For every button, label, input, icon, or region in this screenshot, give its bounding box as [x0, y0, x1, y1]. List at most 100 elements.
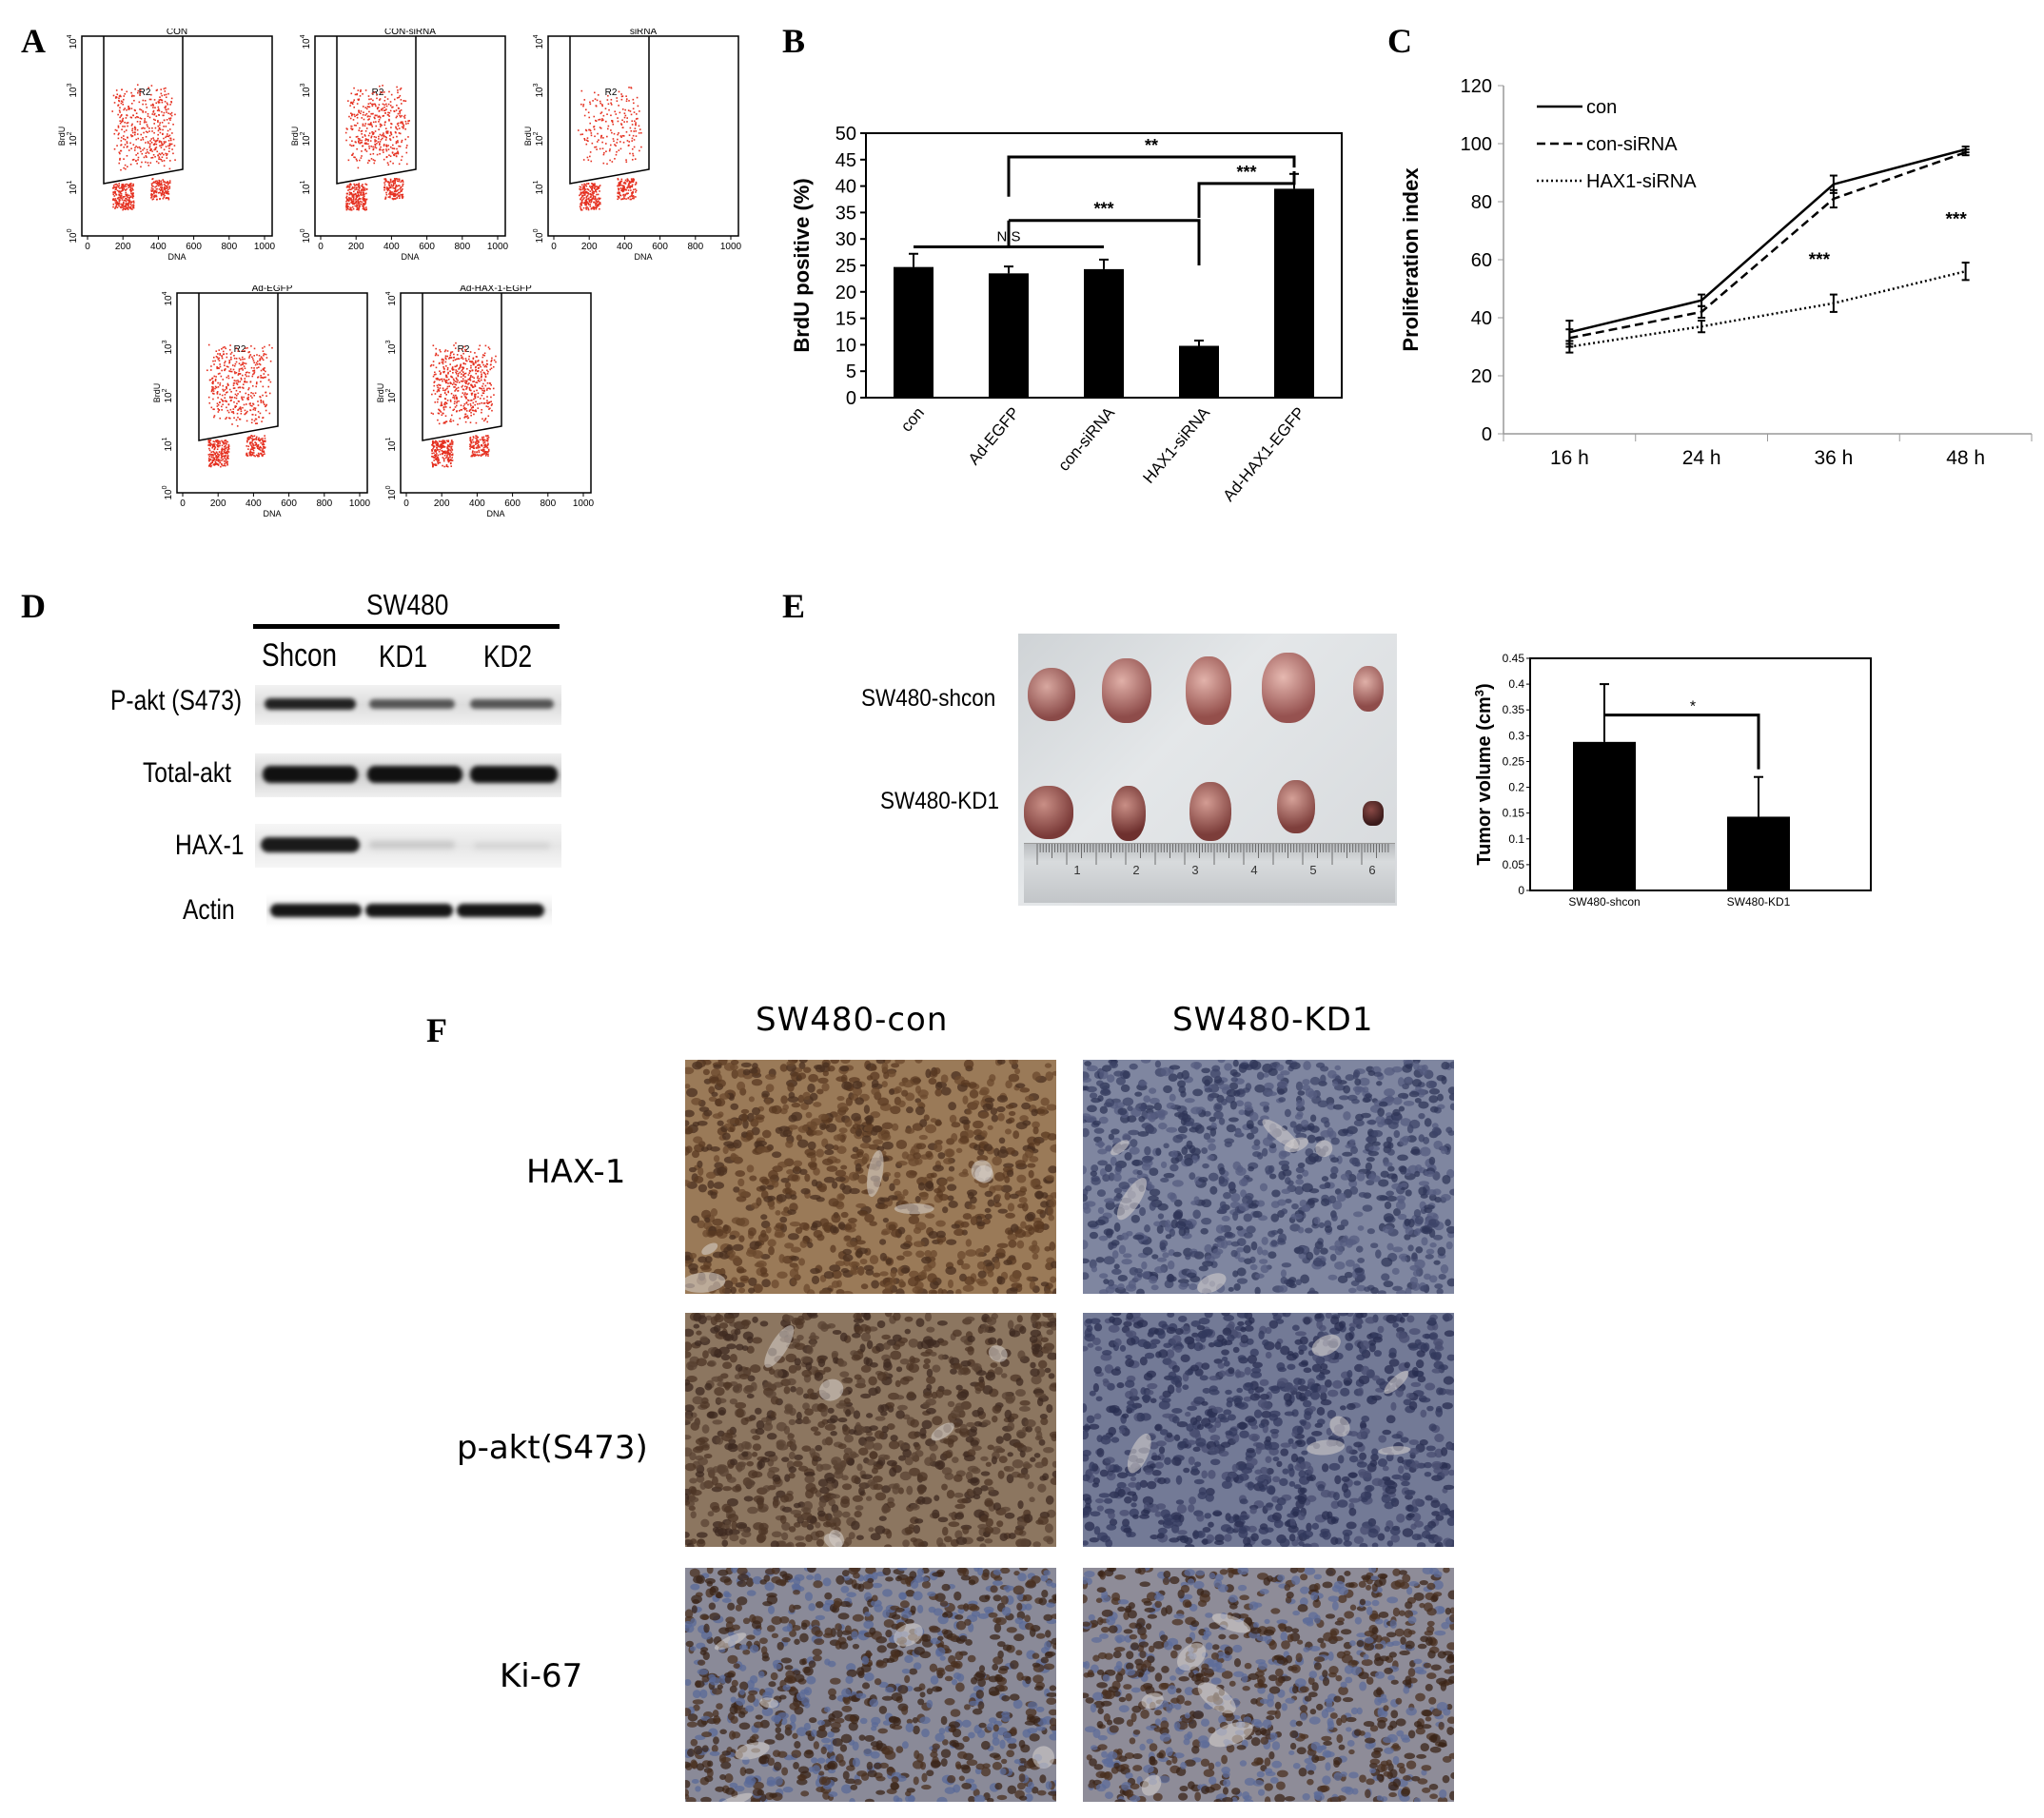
flow-y-tick-label: 104 — [162, 291, 174, 305]
flow-gate-label: R2 — [139, 88, 151, 98]
svg-text:103: 103 — [300, 83, 312, 97]
flow-gate — [569, 36, 650, 185]
flow-y-label: BrdU — [152, 383, 162, 403]
flow-plot: Ad-HAX-1-EGFP 0 200 400 600 800 1000 DNA 100 101 1… — [376, 285, 595, 518]
svg-text:100: 100 — [162, 485, 174, 499]
svg-text:BrdU: BrdU — [290, 127, 300, 147]
ihc-image — [1083, 1568, 1454, 1802]
flow-x-tick-label: 200 — [348, 242, 364, 252]
significance-bracket — [1009, 219, 1201, 265]
y-tick-label: 0.2 — [1508, 781, 1524, 794]
flow-dots — [206, 343, 273, 468]
panel-label-a: A — [21, 22, 46, 60]
y-tick-label: 20 — [835, 283, 856, 303]
y-tick-label: 0.45 — [1503, 652, 1525, 665]
flow-dots — [111, 84, 176, 211]
flow-y-tick-label: 103 — [385, 340, 398, 354]
series-line — [1569, 150, 1967, 340]
y-tick-label: 0.35 — [1503, 703, 1525, 716]
blot-strip-pakt — [255, 685, 561, 725]
svg-text:BrdU positive (%): BrdU positive (%) — [790, 178, 814, 352]
flow-x-tick-label: 400 — [617, 242, 633, 252]
svg-text:Ad-EGFP: Ad-EGFP — [965, 403, 1023, 468]
flow-plot: Ad-EGFP 0 200 400 600 800 1000 DNA 100 101 102 103 1… — [152, 285, 371, 518]
panel-label-c: C — [1387, 22, 1412, 60]
flow-y-tick-label: 104 — [533, 34, 545, 49]
flow-plot: CON 0 200 400 600 800 1000 DNA 100 101 102 103 104 Br… — [57, 29, 276, 262]
bar — [1274, 188, 1314, 398]
flow-gate — [422, 293, 502, 441]
svg-text:103: 103 — [67, 83, 79, 97]
ihc-image — [685, 1060, 1056, 1294]
y-tick-label: 50 — [835, 124, 856, 145]
flow-y-tick-label: 100 — [162, 485, 174, 499]
ihc-column-label: SW480-con — [756, 1001, 949, 1039]
flow-plot: siRNA 0 200 400 600 800 1000 DNA 100 101 102 103 104… — [523, 29, 742, 262]
svg-text:BrdU: BrdU — [57, 127, 67, 147]
flow-x-tick-label: 800 — [221, 242, 237, 252]
flow-y-tick-label: 100 — [385, 485, 398, 499]
significance-label: * — [1690, 698, 1696, 714]
flow-x-tick-label: 1000 — [349, 498, 371, 509]
blot-strip-hax1 — [255, 824, 561, 868]
y-tick-label: 0 — [1482, 424, 1492, 445]
tumor-row-label: SW480-KD1 — [880, 788, 1000, 814]
flow-y-tick-label: 100 — [67, 228, 79, 243]
flow-y-tick-label: 104 — [67, 34, 79, 49]
svg-text:104: 104 — [162, 291, 174, 305]
svg-text:102: 102 — [385, 388, 398, 402]
svg-text:con: con — [897, 403, 928, 435]
flow-x-tick-label: 0 — [403, 498, 409, 509]
svg-text:BrdU: BrdU — [152, 383, 162, 403]
brdu-bar-chart: 0 5 10 15 20 25 30 35 40 45 50 BrdU positive (%) con… — [790, 124, 1343, 505]
y-tick-label: 45 — [835, 150, 856, 171]
significance-label: ** — [1145, 136, 1158, 155]
flow-x-label: DNA — [167, 252, 186, 262]
svg-text:101: 101 — [162, 437, 174, 451]
flow-x-tick-label: 200 — [210, 498, 226, 509]
bar — [1727, 816, 1790, 890]
flow-y-tick-label: 103 — [67, 83, 79, 97]
flow-x-tick-label: 1000 — [720, 242, 742, 252]
flow-y-label: BrdU — [57, 127, 67, 147]
flow-y-tick-label: 103 — [300, 83, 312, 97]
flow-x-label: DNA — [486, 509, 504, 518]
flow-gate-label: R2 — [372, 88, 384, 98]
flow-x-tick-label: 800 — [316, 498, 332, 509]
flow-plot-title: CON — [167, 29, 187, 37]
flow-x-tick-label: 600 — [504, 498, 521, 509]
flow-x-tick-label: 600 — [419, 242, 435, 252]
ruler-label: 1 — [1073, 863, 1080, 877]
panel-label-f: F — [426, 1011, 447, 1049]
ruler-label: 3 — [1191, 863, 1198, 877]
svg-text:100: 100 — [67, 228, 79, 243]
svg-text:104: 104 — [385, 291, 398, 305]
flow-x-tick-label: 400 — [469, 498, 485, 509]
flow-x-tick-label: 600 — [652, 242, 668, 252]
flow-plot-frame — [314, 35, 506, 237]
y-tick-label: 40 — [835, 177, 856, 198]
flow-gate-label: R2 — [458, 344, 470, 355]
svg-text:101: 101 — [300, 180, 312, 194]
flow-x-tick-label: 0 — [551, 242, 557, 252]
blot-cell-line: SW480 — [366, 588, 449, 621]
flow-dots — [429, 342, 497, 468]
x-tick-label: 24 h — [1682, 447, 1721, 469]
ihc-row-label: HAX-1 — [526, 1153, 626, 1191]
x-tick-label: SW480-shcon — [1568, 895, 1640, 909]
blot-strip-actin — [266, 894, 552, 927]
flow-y-tick-label: 103 — [533, 83, 545, 97]
legend-label: HAX1-siRNA — [1586, 171, 1697, 192]
y-tick-label: 0.05 — [1503, 858, 1525, 871]
x-tick-label: Ad-EGFP — [965, 403, 1023, 468]
y-tick-label: 120 — [1461, 76, 1492, 97]
significance-bracket — [1604, 714, 1760, 770]
ihc-image — [1083, 1060, 1454, 1294]
bar — [989, 273, 1029, 398]
svg-text:100: 100 — [533, 228, 545, 243]
significance-label: *** — [1809, 250, 1831, 270]
flow-x-tick-label: 800 — [454, 242, 470, 252]
flow-x-tick-label: 800 — [687, 242, 703, 252]
blot-row-label: Actin — [183, 894, 235, 926]
svg-text:BrdU: BrdU — [523, 127, 533, 147]
